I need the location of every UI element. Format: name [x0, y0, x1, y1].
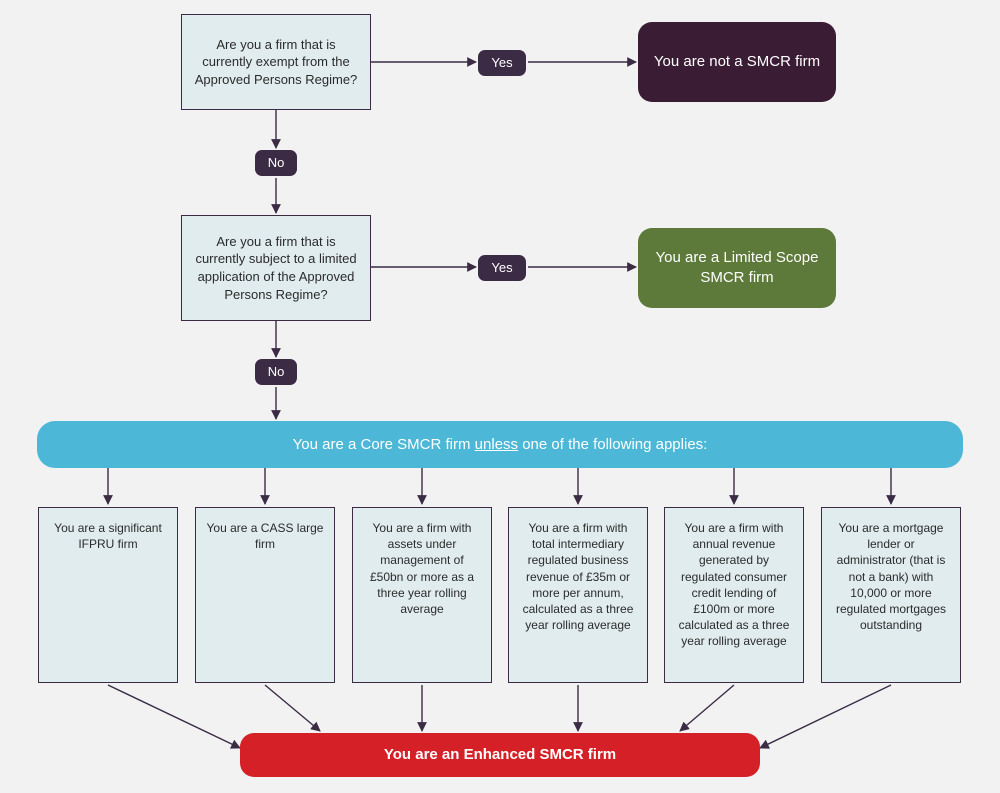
criterion-6: You are a mortgage lender or administrat…: [821, 507, 961, 683]
question-1-text: Are you a firm that is currently exempt …: [192, 36, 360, 89]
criterion-5-text: You are a firm with annual revenue gener…: [675, 520, 793, 650]
criterion-2: You are a CASS large firm: [195, 507, 335, 683]
yes-pill-2: Yes: [478, 255, 526, 281]
terminal-3-text: You are an Enhanced SMCR firm: [384, 745, 616, 765]
terminal-limited-scope: You are a Limited Scope SMCR firm: [638, 228, 836, 308]
banner-text: You are a Core SMCR firm unless one of t…: [293, 436, 708, 453]
criterion-6-text: You are a mortgage lender or administrat…: [832, 520, 950, 633]
terminal-not-smcr: You are not a SMCR firm: [638, 22, 836, 102]
criterion-4: You are a firm with total intermediary r…: [508, 507, 648, 683]
no-2-text: No: [268, 364, 285, 380]
no-pill-1: No: [255, 150, 297, 176]
core-smcr-banner: You are a Core SMCR firm unless one of t…: [37, 421, 963, 468]
criterion-1-text: You are a significant IFPRU firm: [49, 520, 167, 552]
yes-1-text: Yes: [491, 55, 512, 71]
terminal-enhanced: You are an Enhanced SMCR firm: [240, 733, 760, 777]
yes-pill-1: Yes: [478, 50, 526, 76]
terminal-1-text: You are not a SMCR firm: [654, 52, 820, 72]
criterion-2-text: You are a CASS large firm: [206, 520, 324, 552]
yes-2-text: Yes: [491, 260, 512, 276]
question-1: Are you a firm that is currently exempt …: [181, 14, 371, 110]
criterion-5: You are a firm with annual revenue gener…: [664, 507, 804, 683]
flowchart-canvas: Are you a firm that is currently exempt …: [0, 0, 1000, 793]
criterion-1: You are a significant IFPRU firm: [38, 507, 178, 683]
no-1-text: No: [268, 155, 285, 171]
criterion-3: You are a firm with assets under managem…: [352, 507, 492, 683]
criterion-3-text: You are a firm with assets under managem…: [363, 520, 481, 617]
question-2: Are you a firm that is currently subject…: [181, 215, 371, 321]
terminal-2-text: You are a Limited Scope SMCR firm: [652, 248, 822, 289]
criterion-4-text: You are a firm with total intermediary r…: [519, 520, 637, 633]
no-pill-2: No: [255, 359, 297, 385]
question-2-text: Are you a firm that is currently subject…: [192, 233, 360, 303]
